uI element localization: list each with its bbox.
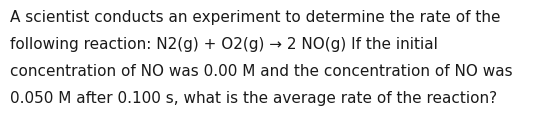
Text: A scientist conducts an experiment to determine the rate of the: A scientist conducts an experiment to de… [10, 10, 501, 25]
Text: following reaction: N2(g) + O2(g) → 2 NO(g) If the initial: following reaction: N2(g) + O2(g) → 2 NO… [10, 37, 438, 52]
Text: concentration of NO was 0.00 M and the concentration of NO was: concentration of NO was 0.00 M and the c… [10, 64, 513, 79]
Text: 0.050 M after 0.100 s, what is the average rate of the reaction?: 0.050 M after 0.100 s, what is the avera… [10, 91, 497, 106]
